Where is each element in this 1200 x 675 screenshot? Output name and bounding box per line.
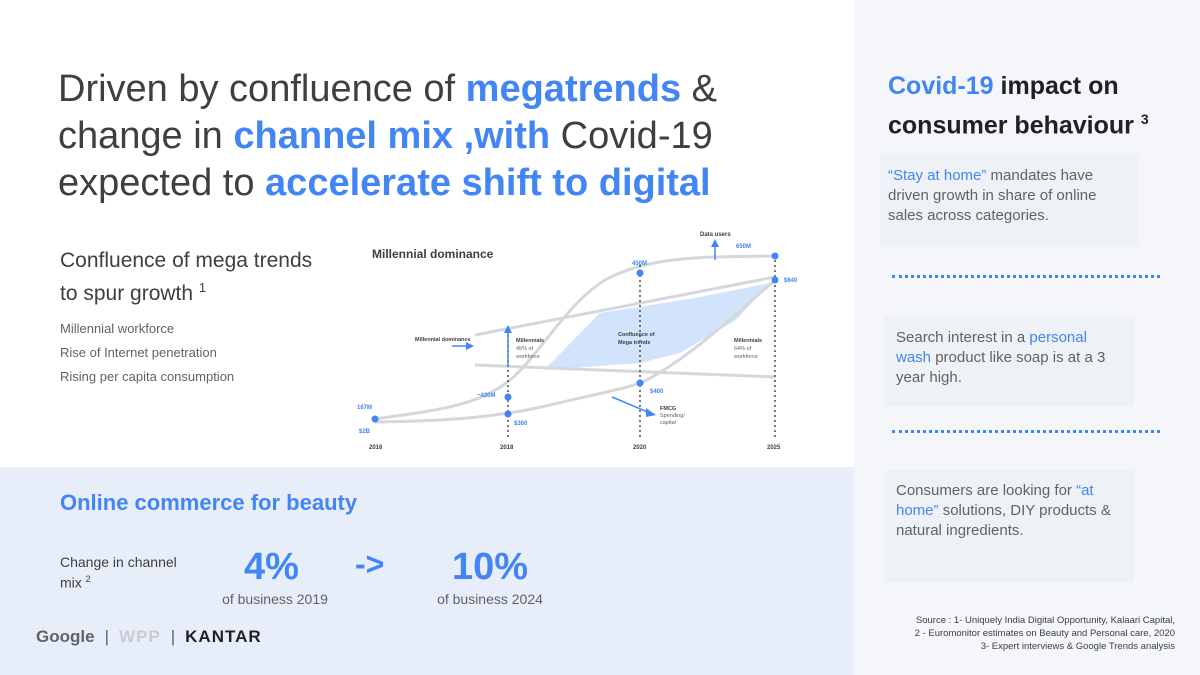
confluence-area (544, 283, 770, 370)
annotation: Confluence of (618, 332, 655, 338)
data-point (371, 415, 379, 423)
footnote-marker: 2 (85, 574, 91, 584)
mega-trends-heading: Confluence of mega trends to spur growth… (60, 249, 313, 305)
value-label: $640 (784, 278, 798, 284)
fmcg-arrow (611, 396, 651, 414)
title-highlight-channel-mix: channel mix ,with (233, 115, 551, 157)
arrow-icon: -> (355, 546, 385, 582)
from-percentage: 4% (244, 546, 299, 588)
value-label: ~420M (477, 393, 496, 399)
separator: | (104, 627, 109, 646)
page-title: Driven by confluence of megatrends & cha… (58, 66, 818, 207)
insight-card-1 (880, 155, 1138, 245)
online-commerce-band (0, 467, 854, 675)
insight-text-1: “Stay at home” mandates have driven grow… (888, 167, 1097, 224)
value-label: $2B (359, 429, 371, 435)
mega-item-millennial: Millennial workforce (60, 321, 175, 336)
title-text: Covid-19 expected to (58, 115, 713, 204)
separator: | (170, 627, 176, 646)
divider (892, 275, 1160, 278)
value-label: 450M (632, 261, 647, 267)
annotation: workforce (733, 354, 758, 360)
insight-card-3 (884, 470, 1134, 582)
annotation: Mega trends (618, 340, 650, 346)
megatrends-diagram: Millennial dominance 167M $2B ~420M 450M… (357, 232, 798, 451)
annotation: 64% of (734, 346, 752, 352)
title-text: & change in (58, 68, 717, 157)
data-point (504, 393, 512, 401)
to-percentage: 10% (452, 546, 529, 588)
data-point (504, 410, 512, 418)
annotation: capital (660, 420, 676, 426)
online-commerce-title: Online commerce for beauty (60, 490, 358, 515)
spending-curve (374, 278, 776, 424)
mega-item-consumption: Rising per capita consumption (60, 369, 235, 384)
arrow-head (466, 342, 474, 350)
arrow-head (504, 325, 512, 333)
footnote-marker: 1 (198, 280, 207, 295)
arrow-head (711, 239, 719, 247)
year-label: 2020 (633, 445, 647, 451)
millennial-lower-line (474, 363, 776, 379)
annotation: Spending/ (660, 413, 685, 419)
insight-text-2: Search interest in a personal wash produ… (896, 329, 1106, 386)
insight-card-2 (884, 316, 1134, 406)
annotation: FMCG (660, 406, 676, 412)
wpp-logo: WPP (118, 627, 161, 646)
kantar-logo: KANTAR (185, 627, 262, 646)
millennial-upper-line (474, 275, 776, 337)
partner-logos: Google | WPP | KANTAR (36, 627, 262, 647)
title-highlight-digital: accelerate shift to digital (265, 162, 711, 204)
annotation: 45% of (516, 346, 534, 352)
year-label: 2018 (500, 445, 514, 451)
annotation: workforce (515, 354, 540, 360)
value-label: $400 (650, 389, 664, 395)
data-point (636, 269, 644, 277)
data-users-curve (374, 254, 776, 421)
footnote-marker: 3 (1140, 111, 1149, 127)
value-label: 650M (736, 244, 751, 250)
data-users-label: Data users (700, 232, 731, 238)
change-in-channel-mix-label: Change in channel mix 2 (60, 554, 177, 591)
annotation: Millennials (734, 338, 762, 344)
data-point (771, 252, 779, 260)
covid-heading: Covid-19 impact on consumer behaviour 3 (888, 72, 1149, 140)
title-highlight-megatrends: megatrends (465, 68, 682, 110)
annotation: Millennial dominance (415, 337, 471, 343)
arrow-head (646, 408, 656, 417)
from-subtitle: of business 2019 (222, 591, 328, 607)
title-text: Driven by confluence of (58, 68, 466, 110)
data-point (636, 379, 644, 387)
google-logo: Google (36, 627, 95, 646)
year-label: 2025 (767, 445, 781, 451)
value-label: $360 (514, 421, 528, 427)
to-subtitle: of business 2024 (437, 591, 543, 607)
year-label: 2016 (369, 445, 383, 451)
diagram-title: Millennial dominance (372, 247, 494, 261)
annotation: Millennials (516, 338, 544, 344)
divider (892, 430, 1160, 433)
insight-text-3: Consumers are looking for “at home” solu… (896, 482, 1111, 539)
mega-item-internet: Rise of Internet penetration (60, 345, 217, 360)
sources-footnote: Source : 1- Uniquely India Digital Oppor… (914, 615, 1175, 652)
value-label: 167M (357, 405, 372, 411)
data-point (771, 276, 779, 284)
